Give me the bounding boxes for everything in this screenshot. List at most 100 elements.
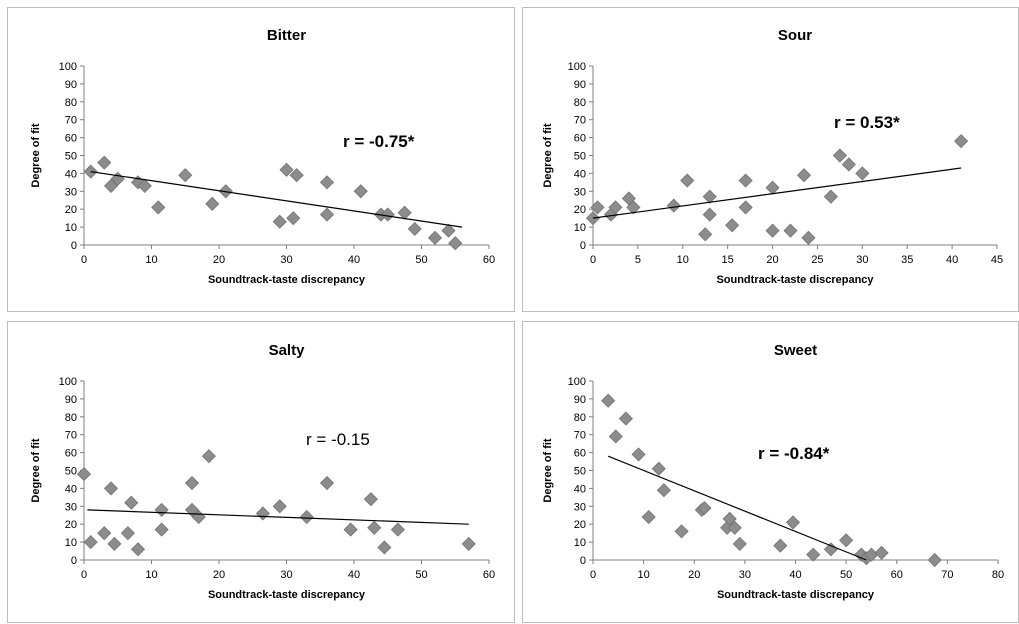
chart-sweet: Sweet 0 10 20 30 40 50 60 70 80 90 100 0 10 20 30 40 50 60… (542, 342, 1004, 601)
x-tick-label: 40 (946, 254, 958, 266)
data-point (367, 520, 382, 535)
x-tick-label: 0 (81, 569, 87, 581)
x-tick-label: 60 (483, 569, 495, 581)
y-tick-label: 70 (574, 115, 586, 127)
data-point (631, 447, 646, 462)
y-tick-label: 70 (65, 115, 77, 127)
y-tick-label: 40 (65, 168, 77, 180)
y-tick-label: 100 (568, 61, 586, 73)
data-point (927, 552, 942, 568)
x-tick-label: 45 (991, 254, 1003, 266)
data-point (823, 542, 839, 557)
y-tick-label: 70 (574, 430, 586, 442)
y-tick-label: 90 (574, 79, 586, 91)
data-point (722, 511, 737, 526)
x-axis-label: Soundtrack-taste discrepancy (717, 589, 875, 601)
data-point (205, 196, 220, 211)
data-point (674, 524, 689, 539)
y-tick-label: 30 (574, 186, 586, 198)
data-point (839, 533, 854, 548)
data-point (377, 540, 392, 555)
y-tick-label: 100 (59, 376, 77, 388)
chart-panel-salty: Salty 0 10 20 30 40 50 60 70 80 90 100 0 10 20 30 40 50 60… (7, 321, 515, 623)
x-tick-label: 20 (688, 569, 700, 581)
y-tick-label: 40 (574, 168, 586, 180)
y-tick-label: 10 (574, 222, 586, 234)
data-point (201, 449, 216, 464)
x-tick-label: 20 (766, 254, 778, 266)
data-point (363, 492, 378, 507)
data-point (680, 173, 695, 188)
y-tick-label: 30 (65, 501, 77, 513)
x-tick-label: 50 (415, 254, 427, 266)
x-tick-label: 10 (638, 569, 650, 581)
y-tick-label: 0 (71, 555, 77, 567)
trend-line (592, 167, 962, 219)
x-tick-label: 20 (213, 569, 225, 581)
data-point (289, 168, 304, 183)
y-tick-label: 70 (65, 430, 77, 442)
data-point (801, 230, 816, 245)
trend-line (607, 455, 867, 561)
data-point (841, 157, 856, 172)
y-axis-label: Degree of fit (542, 123, 554, 188)
y-tick-label: 40 (65, 483, 77, 495)
x-tick-label: 15 (722, 254, 734, 266)
y-tick-label: 10 (574, 537, 586, 549)
data-point (874, 545, 889, 560)
x-tick-label: 70 (941, 569, 953, 581)
data-point (353, 184, 368, 199)
chart-bitter: Bitter 0 10 20 30 40 50 60 70 80 90 100 0 10 20 30 40 50 6… (30, 27, 495, 286)
chart-title: Sweet (774, 342, 817, 359)
data-point (319, 175, 335, 190)
chart-title: Salty (269, 342, 306, 359)
y-axis-label: Degree of fit (30, 438, 42, 503)
data-point (120, 526, 135, 541)
y-tick-label: 80 (574, 97, 586, 109)
data-point (651, 461, 666, 476)
data-point (666, 198, 681, 213)
y-tick-label: 60 (574, 133, 586, 145)
data-point (319, 207, 335, 222)
y-tick-label: 80 (574, 412, 586, 424)
data-point (601, 393, 616, 408)
y-axis-label: Degree of fit (542, 438, 554, 503)
x-tick-label: 50 (415, 569, 427, 581)
y-tick-label: 40 (574, 483, 586, 495)
y-tick-label: 90 (574, 394, 586, 406)
data-point (656, 483, 671, 498)
data-point (727, 520, 742, 535)
data-point (151, 200, 166, 215)
data-point (124, 495, 139, 510)
x-tick-label: 50 (840, 569, 852, 581)
x-axis-label: Soundtrack-taste discrepancy (208, 589, 366, 601)
data-point (641, 509, 656, 525)
data-point (702, 207, 717, 222)
data-point (178, 168, 193, 183)
data-point (461, 536, 476, 551)
x-tick-label: 5 (635, 254, 641, 266)
x-tick-label: 40 (789, 569, 801, 581)
data-point (608, 200, 623, 215)
x-axis-label: Soundtrack-taste discrepancy (716, 274, 874, 286)
chart-sour: Sour 0 10 20 30 40 50 60 70 80 90 100 0 5 10 15 20 25 30 35… (542, 27, 1003, 286)
x-tick-label: 30 (856, 254, 868, 266)
chart-panel-sweet: Sweet 0 10 20 30 40 50 60 70 80 90 100 0 10 20 30 40 50 60… (522, 321, 1019, 623)
data-point (390, 522, 405, 537)
data-point (773, 538, 788, 553)
chart-panel-sour: Sour 0 10 20 30 40 50 60 70 80 90 100 0 5 10 15 20 25 30 35… (522, 7, 1019, 312)
x-tick-label: 20 (213, 254, 225, 266)
data-point (286, 211, 301, 226)
data-point (76, 467, 92, 482)
y-axis-label: Degree of fit (30, 123, 42, 188)
y-tick-label: 90 (65, 394, 77, 406)
y-tick-label: 0 (580, 555, 586, 567)
data-point (441, 223, 456, 238)
x-tick-label: 10 (145, 254, 157, 266)
y-tick-label: 100 (568, 376, 586, 388)
y-tick-label: 0 (580, 240, 586, 252)
x-tick-label: 30 (280, 254, 292, 266)
data-point (319, 475, 335, 491)
x-tick-label: 0 (590, 569, 596, 581)
data-point (154, 522, 169, 537)
